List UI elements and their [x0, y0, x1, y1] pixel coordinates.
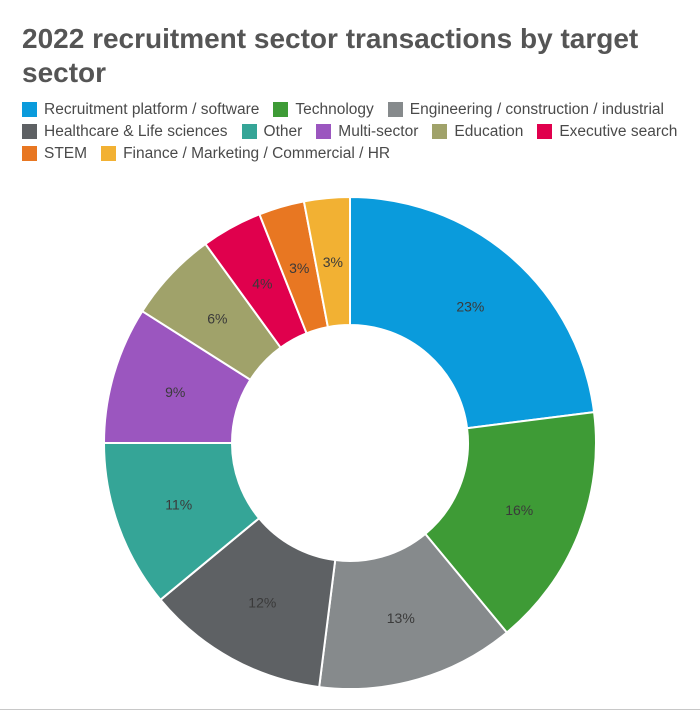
slice-label-finance-marketing-commercial-hr: 3%	[323, 254, 343, 270]
slice-label-stem: 3%	[289, 260, 309, 276]
legend-swatch	[432, 124, 448, 139]
legend-item-other: Other	[241, 122, 303, 141]
legend-swatch	[316, 124, 332, 139]
legend-swatch	[22, 102, 37, 117]
legend-item-stem: STEM	[22, 144, 87, 163]
legend-label: Finance / Marketing / Commercial / HR	[123, 145, 391, 162]
legend-label: Engineering / construction / industrial	[409, 101, 664, 118]
legend-swatch	[22, 124, 37, 139]
slice-technology	[423, 411, 597, 634]
slice-healthcare-life-sciences	[159, 516, 337, 689]
legend-item-multi-sector: Multi-sector	[316, 122, 418, 141]
legend-label: Executive search	[559, 123, 678, 140]
legend-swatch	[101, 146, 117, 161]
legend-label: STEM	[44, 145, 88, 162]
legend-item-engineering-construction-industrial: Engineering / construction / industrial	[387, 100, 664, 119]
slice-label-education: 6%	[207, 310, 227, 326]
slice-finance-marketing-commercial-hr	[302, 195, 351, 329]
legend-swatch	[387, 102, 403, 117]
legend-label: Recruitment platform / software	[44, 101, 260, 118]
slice-recruitment-platform-software	[349, 195, 596, 430]
slice-label-executive-search: 4%	[252, 276, 272, 292]
chart-title: 2022 recruitment sector transactions by …	[22, 23, 639, 88]
legend-item-healthcare-life-sciences: Healthcare & Life sciences	[22, 122, 228, 141]
legend-label: Healthcare & Life sciences	[44, 123, 228, 140]
legend-label: Technology	[295, 101, 374, 118]
legend-item-technology: Technology	[273, 100, 374, 119]
legend-label: Multi-sector	[338, 123, 419, 140]
bottom-divider	[0, 709, 700, 710]
slice-label-engineering-construction-industrial: 13%	[387, 610, 415, 626]
slice-label-other: 11%	[165, 497, 192, 513]
legend-swatch	[537, 124, 553, 139]
chart-legend: Recruitment platform / software Technolog…	[22, 100, 698, 163]
legend-item-recruitment-platform-software: Recruitment platform / software	[22, 100, 259, 119]
legend-label: Education	[454, 123, 524, 140]
slice-label-multi-sector: 9%	[165, 384, 185, 400]
slice-label-technology: 16%	[505, 502, 533, 518]
legend-swatch	[273, 102, 289, 117]
legend-swatch	[22, 146, 37, 161]
slice-label-healthcare-life-sciences: 12%	[248, 594, 276, 610]
legend-item-executive-search: Executive search	[537, 122, 677, 141]
slice-engineering-construction-industrial	[318, 532, 509, 690]
legend-label: Other	[263, 123, 303, 140]
legend-item-education: Education	[432, 122, 523, 141]
slice-label-recruitment-platform-software: 23%	[456, 298, 484, 314]
legend-item-finance-marketing-commercial-hr: Finance / Marketing / Commercial / HR	[101, 144, 390, 163]
legend-swatch	[241, 124, 257, 139]
